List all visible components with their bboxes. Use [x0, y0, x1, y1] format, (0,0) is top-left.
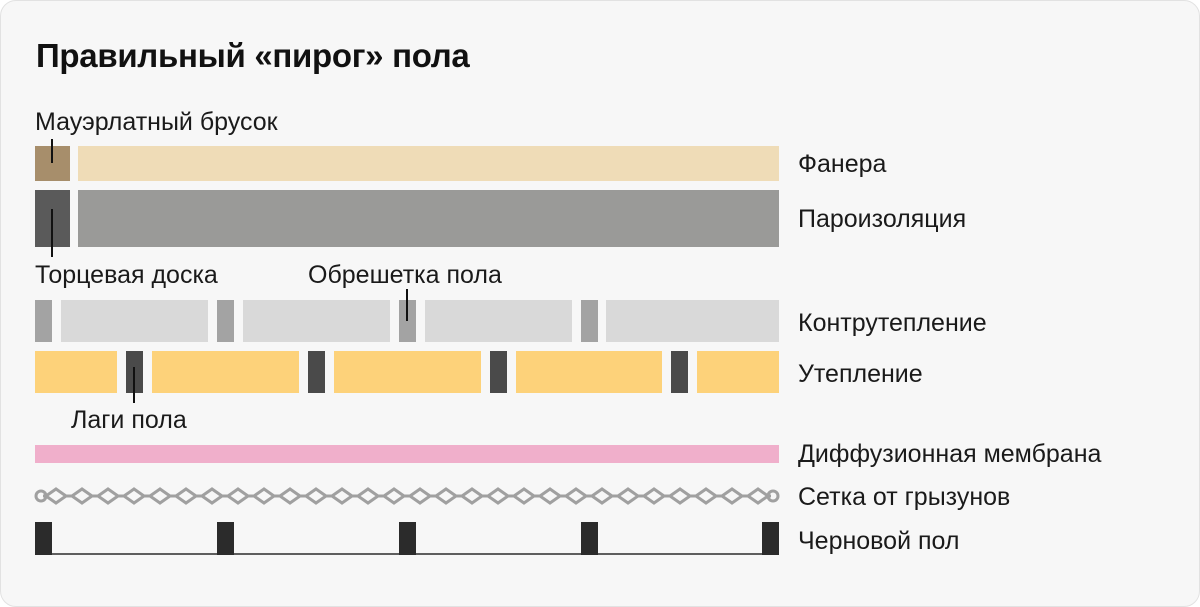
mesh-link: [641, 487, 667, 505]
mauerlat-label: Мауэрлатный брусок: [35, 108, 278, 136]
mesh-link: [381, 487, 407, 505]
mesh-link: [563, 487, 589, 505]
joist-leader: [133, 367, 135, 403]
mesh-link: [121, 487, 147, 505]
mesh-link: [485, 487, 511, 505]
mesh-link: [459, 487, 485, 505]
counter-insulation-segment: [61, 300, 208, 342]
mesh-link: [173, 487, 199, 505]
mesh-link: [225, 487, 251, 505]
subfloor-post: [762, 522, 779, 555]
mesh-link: [69, 487, 95, 505]
joist-block: [490, 351, 507, 393]
joist-block: [308, 351, 325, 393]
insulation-label: Утепление: [798, 360, 923, 388]
lathing-strip: [35, 300, 52, 342]
counter-insulation-segment: [425, 300, 572, 342]
counter-insulation-segment: [606, 300, 779, 342]
lathing-strip: [581, 300, 598, 342]
diffusion-membrane-layer: [35, 445, 779, 463]
end-board-leader: [51, 209, 53, 257]
subfloor-post: [35, 522, 52, 555]
diffusion-membrane-label: Диффузионная мембрана: [798, 440, 1102, 468]
joist-block: [671, 351, 688, 393]
vapor-barrier-layer: [78, 190, 779, 247]
insulation-segment: [334, 351, 481, 393]
lathing-strip: [217, 300, 234, 342]
floor-lathing-label: Обрешетка пола: [308, 261, 502, 289]
mesh-link: [251, 487, 277, 505]
subfloor-post: [581, 522, 598, 555]
insulation-segment: [516, 351, 662, 393]
rodent-mesh-layer: [34, 487, 780, 505]
counter-insulation-segment: [243, 300, 390, 342]
end-board-label: Торцевая доска: [35, 261, 218, 289]
mesh-link: [407, 487, 433, 505]
mesh-link: [667, 487, 693, 505]
mesh-link: [199, 487, 225, 505]
lathing-strip: [399, 300, 416, 342]
insulation-segment: [152, 351, 299, 393]
mesh-link: [329, 487, 355, 505]
plywood-layer: [78, 146, 779, 181]
mesh-link: [615, 487, 641, 505]
mesh-link: [693, 487, 719, 505]
mesh-link: [95, 487, 121, 505]
counter-insulation-label: Контрутепление: [798, 309, 987, 337]
mesh-link: [355, 487, 381, 505]
floor-joists-label: Лаги пола: [71, 406, 187, 434]
subfloor-label: Черновой пол: [798, 527, 960, 555]
mesh-link: [589, 487, 615, 505]
vapor-barrier-label: Пароизоляция: [798, 205, 967, 233]
subfloor-layer: [35, 522, 779, 555]
subfloor-post: [217, 522, 234, 555]
mesh-link: [303, 487, 329, 505]
subfloor-post: [399, 522, 416, 555]
mesh-link: [537, 487, 563, 505]
plywood-label: Фанера: [798, 150, 887, 178]
mesh-link: [147, 487, 173, 505]
mesh-link: [433, 487, 459, 505]
diagram-title: Правильный «пирог» пола: [36, 37, 470, 74]
mesh-end-ring: [34, 489, 48, 503]
lathing-leader: [406, 289, 408, 321]
rodent-mesh-label: Сетка от грызунов: [798, 483, 1011, 511]
mesh-link: [511, 487, 537, 505]
mauerlat-leader: [51, 139, 53, 163]
mesh-link: [719, 487, 745, 505]
insulation-segment: [35, 351, 117, 393]
insulation-segment: [697, 351, 779, 393]
mesh-link: [277, 487, 303, 505]
mesh-end-ring: [766, 489, 780, 503]
